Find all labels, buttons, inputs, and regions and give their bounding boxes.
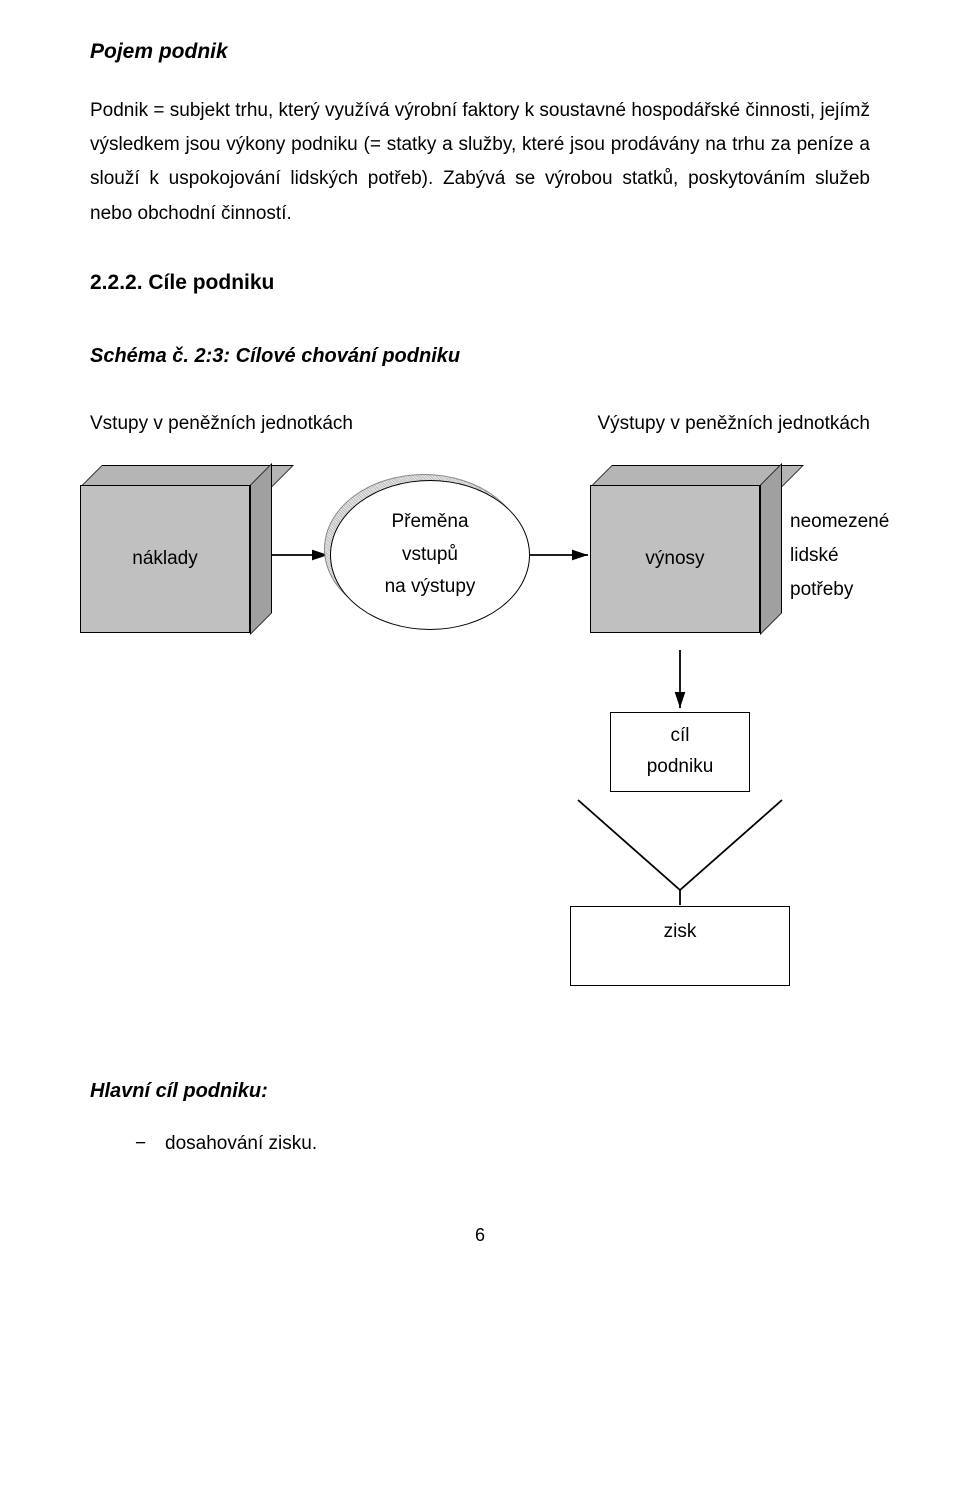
side-text: neomezené lidské potřeby [790, 505, 889, 608]
bullet-text: dosahování zisku. [165, 1133, 317, 1155]
box-vynosy: výnosy [590, 465, 780, 633]
page-number: 6 [90, 1225, 870, 1246]
io-row: Vstupy v peněžních jednotkách Výstupy v … [90, 413, 870, 435]
ellipse-body: Přeměna vstupů na výstupy [330, 480, 530, 630]
intro-paragraph: Podnik = subjekt trhu, který využívá výr… [90, 94, 870, 231]
box-naklady-label: náklady [132, 548, 198, 570]
bullet-dash-icon: − [135, 1133, 165, 1155]
page: Pojem podnik Podnik = subjekt trhu, kter… [0, 0, 960, 1296]
cil-line2: podniku [647, 752, 714, 782]
cil-line1: cíl [671, 721, 690, 751]
box-naklady-top [80, 465, 270, 485]
side-line2: lidské [790, 539, 889, 573]
diagram: náklady Přeměna vstupů na výstupy výnosy… [90, 460, 870, 1020]
ellipse-line3: na výstupy [385, 571, 476, 603]
ellipse-premena: Přeměna vstupů na výstupy [330, 480, 530, 630]
box-cil: cíl podniku [610, 712, 750, 792]
box-vynosy-right [760, 485, 780, 633]
bullet-row: − dosahování zisku. [90, 1133, 870, 1155]
zisk-label: zisk [664, 917, 697, 947]
section-heading: 2.2.2. Cíle podniku [90, 271, 870, 295]
side-line1: neomezené [790, 505, 889, 539]
io-right-label: Výstupy v peněžních jednotkách [597, 413, 870, 435]
box-vynosy-label: výnosy [645, 548, 704, 570]
box-naklady-right [250, 485, 270, 633]
side-line3: potřeby [790, 573, 889, 607]
box-naklady: náklady [80, 465, 270, 633]
box-zisk: zisk [570, 906, 790, 986]
io-left-label: Vstupy v peněžních jednotkách [90, 413, 353, 435]
schema-heading: Schéma č. 2:3: Cílové chování podniku [90, 345, 870, 368]
box-naklady-front: náklady [80, 485, 250, 633]
heading-pojem-podnik: Pojem podnik [90, 40, 870, 64]
box-vynosy-top [590, 465, 780, 485]
ellipse-line1: Přeměna [391, 506, 468, 538]
box-vynosy-front: výnosy [590, 485, 760, 633]
footer-heading: Hlavní cíl podniku: [90, 1080, 870, 1103]
ellipse-line2: vstupů [402, 539, 458, 571]
